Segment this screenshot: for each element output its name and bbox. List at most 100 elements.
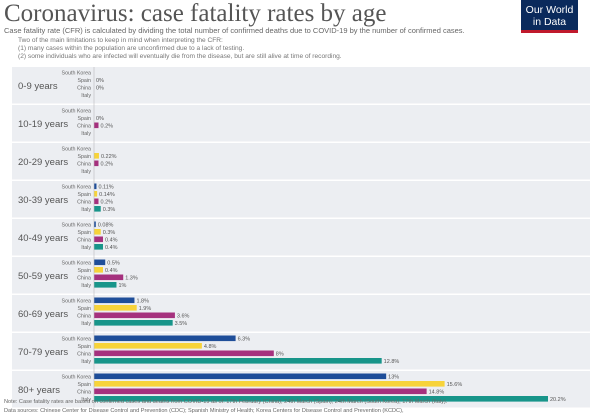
series-label: Italy [81, 245, 91, 251]
data-label: 1.9% [139, 306, 152, 312]
bar[interactable] [94, 358, 382, 364]
category-label: 50-59 years [18, 271, 68, 282]
data-label: 1.3% [125, 276, 138, 282]
bar[interactable] [94, 350, 274, 357]
category-label: 70-79 years [18, 347, 68, 358]
bar[interactable] [94, 335, 236, 342]
series-label: China [77, 276, 91, 282]
chart-footer: Note: Case fatality rates are based on c… [4, 398, 447, 416]
category-label: 20-29 years [18, 157, 68, 168]
owid-logo[interactable]: Our World in Data [521, 0, 578, 33]
series-label: Spain [77, 230, 91, 236]
data-label: 0% [96, 78, 104, 84]
bar[interactable] [94, 191, 98, 197]
data-label: 6.3% [238, 337, 251, 343]
bar[interactable] [94, 183, 97, 190]
data-label: 0.4% [105, 268, 118, 274]
category-label: 80+ years [18, 385, 60, 396]
data-label: 0.3% [103, 207, 116, 213]
series-label: South Korea [62, 375, 92, 381]
data-label: 0.22% [101, 154, 117, 160]
bar[interactable] [94, 320, 173, 326]
data-label: 13% [388, 375, 399, 381]
group-band [12, 105, 590, 142]
data-label: 0.2% [100, 162, 113, 168]
chart-title: Coronavirus: case fatality rates by age [4, 0, 387, 27]
data-label: 14.8% [429, 390, 445, 396]
data-label: 0.5% [107, 261, 120, 267]
data-label: 0.2% [100, 200, 113, 206]
data-label: 0.3% [103, 230, 116, 236]
bar[interactable] [94, 305, 137, 311]
bar[interactable] [94, 259, 106, 266]
footer-sources: Data sources: Chinese Center for Disease… [4, 408, 404, 414]
category-label: 10-19 years [18, 119, 68, 130]
series-label: Italy [81, 359, 91, 365]
data-label: 1.8% [136, 299, 149, 305]
series-label: China [77, 124, 91, 130]
bar[interactable] [94, 282, 117, 288]
bar[interactable] [94, 160, 99, 167]
bar[interactable] [94, 381, 445, 387]
chart-notes: Two of the main limitations to keep in m… [18, 37, 342, 62]
series-label: Spain [77, 154, 91, 160]
series-label: Spain [77, 78, 91, 84]
series-label: China [77, 162, 91, 168]
series-label: Italy [81, 207, 91, 213]
series-label: Spain [77, 344, 91, 350]
series-label: Spain [77, 268, 91, 274]
bar[interactable] [94, 221, 96, 228]
series-label: Italy [81, 93, 91, 99]
data-label: 4.8% [204, 344, 217, 350]
bar[interactable] [94, 343, 202, 349]
series-label: Italy [81, 283, 91, 289]
bar[interactable] [94, 388, 427, 395]
bar[interactable] [94, 229, 101, 235]
bar[interactable] [94, 312, 175, 319]
series-label: South Korea [62, 337, 92, 343]
bar[interactable] [94, 267, 103, 273]
series-label: South Korea [62, 299, 92, 305]
series-label: China [77, 200, 91, 206]
series-label: Spain [77, 116, 91, 122]
data-label: 12.8% [384, 359, 400, 365]
bar[interactable] [94, 153, 99, 159]
data-label: 0.4% [105, 238, 118, 244]
series-label: Italy [81, 397, 91, 403]
data-label: 0.14% [99, 192, 115, 198]
bar[interactable] [94, 396, 548, 402]
bar[interactable] [94, 373, 387, 380]
series-label: China [77, 390, 91, 396]
data-label: 0% [96, 86, 104, 92]
chart-subtitle: Case fatality rate (CFR) is calculated b… [4, 26, 465, 35]
data-label: 0.2% [100, 124, 113, 130]
data-label: 3.6% [177, 314, 190, 320]
footer-note: Note: Case fatality rates are based on c… [4, 399, 448, 405]
bar[interactable] [94, 244, 103, 250]
group-band [12, 67, 590, 104]
category-label: 40-49 years [18, 233, 68, 244]
data-label: 0.11% [98, 185, 113, 191]
series-label: Spain [77, 306, 91, 312]
category-label: 30-39 years [18, 195, 68, 206]
bar[interactable] [94, 297, 135, 304]
data-label: 8% [276, 352, 284, 358]
data-label: 15.6% [447, 382, 463, 388]
series-label: China [77, 352, 91, 358]
group-band [12, 143, 590, 180]
data-label: 0% [96, 116, 104, 122]
series-label: South Korea [62, 223, 92, 229]
bar[interactable] [94, 236, 103, 243]
data-label: 0.4% [105, 245, 118, 251]
series-label: South Korea [62, 109, 92, 115]
bar[interactable] [94, 198, 99, 205]
bar[interactable] [94, 274, 124, 281]
series-label: South Korea [62, 71, 92, 77]
series-label: South Korea [62, 147, 92, 153]
series-label: South Korea [62, 261, 92, 267]
bar[interactable] [94, 122, 99, 129]
data-label: 0.08% [98, 223, 114, 229]
bar[interactable] [94, 206, 101, 212]
series-label: Italy [81, 321, 91, 327]
